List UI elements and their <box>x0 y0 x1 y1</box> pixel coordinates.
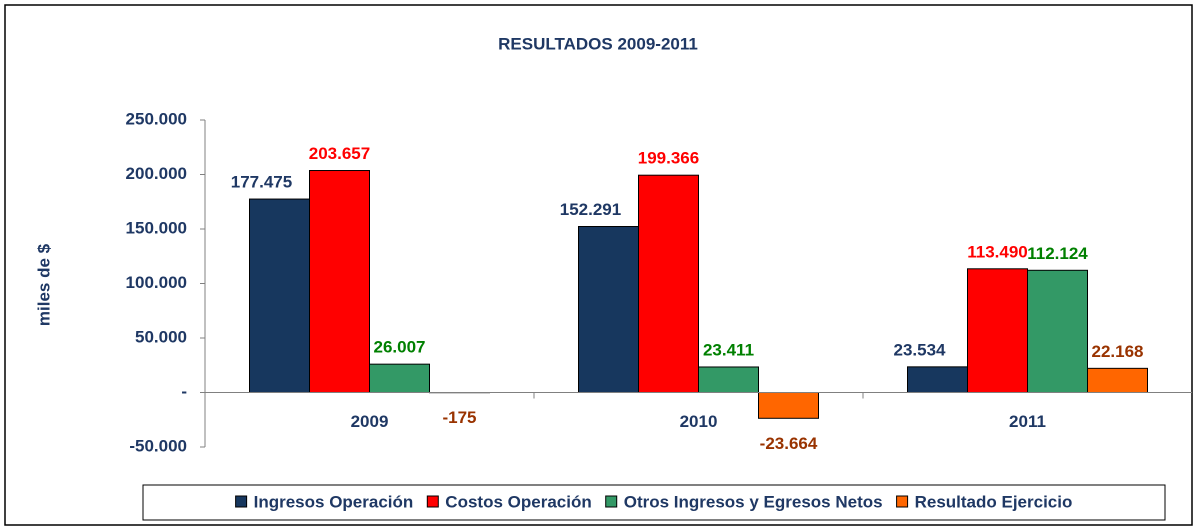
data-label: 26.007 <box>374 338 426 357</box>
y-tick-label: 200.000 <box>126 164 187 183</box>
data-label: 177.475 <box>231 173 292 192</box>
data-label: 23.534 <box>894 340 947 359</box>
legend-swatch <box>896 495 909 508</box>
data-label: 199.366 <box>638 149 699 168</box>
bar <box>907 366 968 393</box>
y-tick-label: - <box>181 382 187 401</box>
legend-label: Costos Operación <box>445 492 591 511</box>
chart-title: RESULTADOS 2009-2011 <box>498 34 698 53</box>
data-label: 112.124 <box>1027 244 1088 263</box>
legend-label: Resultado Ejercicio <box>915 492 1073 511</box>
y-tick-label: 50.000 <box>135 327 187 346</box>
bar <box>249 198 310 393</box>
data-label: 22.168 <box>1092 342 1144 361</box>
data-label: 203.657 <box>309 144 370 163</box>
x-tick-label: 2010 <box>680 412 718 431</box>
legend-box <box>142 484 1166 521</box>
data-label: 152.291 <box>560 200 621 219</box>
data-label: 23.411 <box>703 340 754 359</box>
legend-swatch <box>605 495 618 508</box>
bar <box>309 170 370 393</box>
data-label: 113.490 <box>967 242 1028 261</box>
legend-label: Otros Ingresos y Egresos Netos <box>624 492 883 511</box>
bar <box>578 226 639 393</box>
x-tick-label: 2009 <box>351 412 389 431</box>
bar <box>369 363 430 394</box>
bar <box>638 174 699 393</box>
bar <box>758 392 819 419</box>
bar <box>698 366 759 394</box>
y-tick-label: 100.000 <box>126 273 187 292</box>
legend-swatch <box>426 495 439 508</box>
bar <box>1087 367 1148 394</box>
bar <box>967 268 1028 393</box>
y-tick-label: 250.000 <box>126 109 187 128</box>
data-label: -23.664 <box>760 434 818 453</box>
bar <box>1027 269 1088 394</box>
data-label: -175 <box>442 408 476 427</box>
y-tick-label: -50.000 <box>129 436 187 455</box>
y-axis-label: miles de $ <box>34 243 53 326</box>
x-tick-label: 2011 <box>1009 412 1046 431</box>
legend-swatch <box>235 495 248 508</box>
y-tick-label: 150.000 <box>126 218 187 237</box>
legend-label: Ingresos Operación <box>254 492 414 511</box>
